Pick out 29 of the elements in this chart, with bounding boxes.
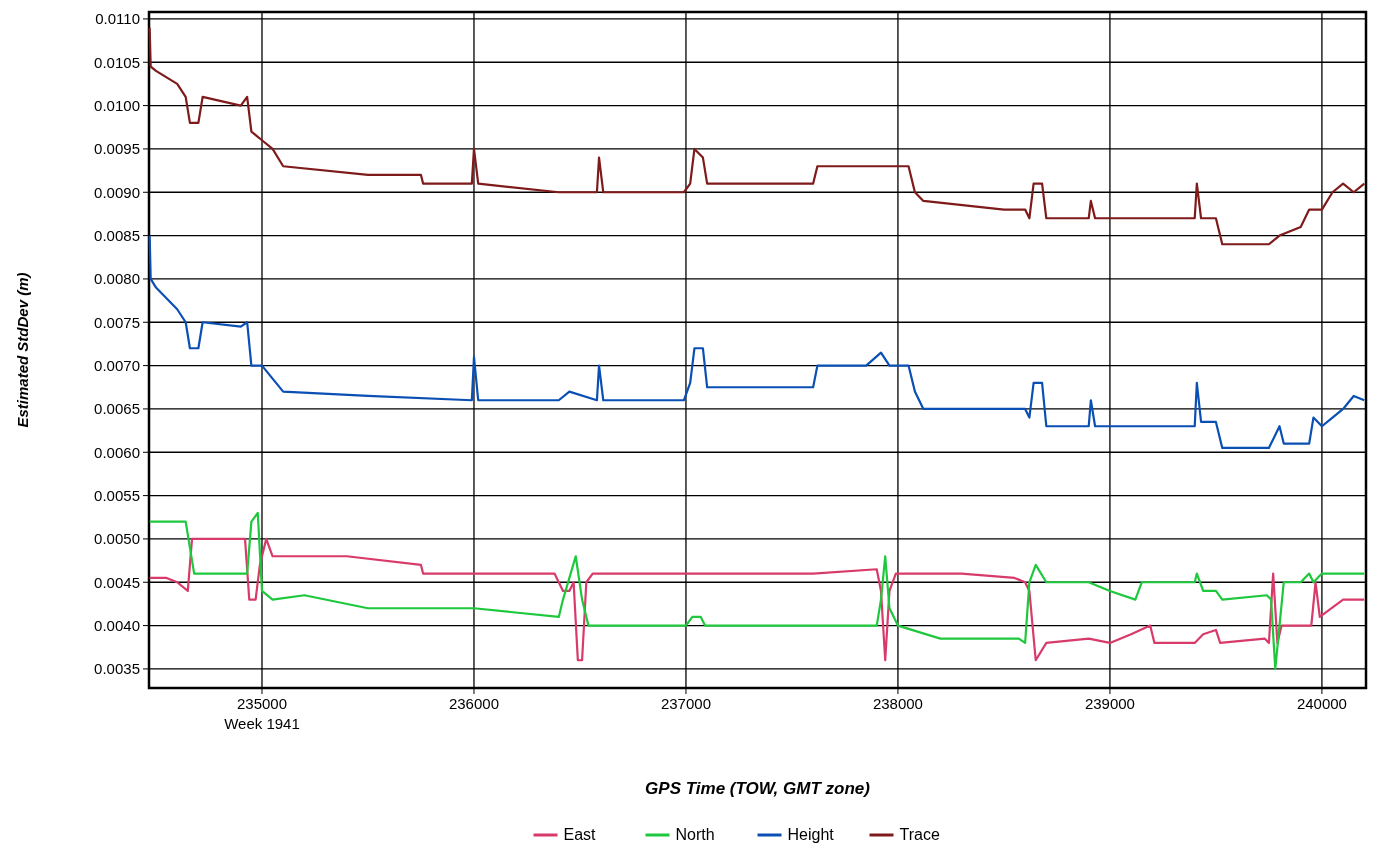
x-tick-label: 239000 bbox=[1084, 695, 1135, 712]
y-tick-label: 0.0090 bbox=[94, 183, 140, 201]
y-tick-label: 0.0095 bbox=[94, 140, 140, 158]
y-tick-label: 0.0080 bbox=[94, 270, 140, 288]
x-tick-label: 236000 bbox=[448, 695, 499, 712]
y-tick-label: 0.0040 bbox=[94, 616, 140, 634]
y-tick-label: 0.0105 bbox=[94, 53, 140, 71]
y-tick-label: 0.0055 bbox=[94, 486, 140, 504]
y-tick-label: 0.0110 bbox=[95, 10, 140, 28]
y-tick-label: 0.0100 bbox=[94, 96, 140, 114]
legend-label: Trace bbox=[899, 826, 940, 843]
y-axis-title: Estimated StdDev (m) bbox=[14, 272, 31, 428]
y-tick-label: 0.0075 bbox=[94, 313, 140, 331]
x-tick-label: 237000 bbox=[660, 695, 711, 712]
legend-label: North bbox=[675, 826, 715, 843]
y-tick-label: 0.0035 bbox=[94, 660, 140, 678]
legend-label: Height bbox=[787, 826, 835, 843]
x-tick-label: 238000 bbox=[872, 695, 923, 712]
y-tick-label: 0.0045 bbox=[94, 573, 140, 591]
y-tick-label: 0.0050 bbox=[94, 530, 140, 548]
y-tick-label: 0.0065 bbox=[94, 400, 140, 418]
legend-label: East bbox=[563, 826, 597, 843]
x-axis-title: GPS Time (TOW, GMT zone) bbox=[645, 779, 871, 798]
x-tick-label: 235000 bbox=[236, 695, 288, 712]
text: Week 1941 bbox=[224, 715, 300, 732]
y-tick-label: 0.0070 bbox=[94, 356, 140, 374]
y-tick-label: 0.0060 bbox=[94, 443, 140, 461]
x-tick-label: 240000 bbox=[1296, 695, 1347, 712]
y-tick-label: 0.0085 bbox=[94, 226, 140, 244]
